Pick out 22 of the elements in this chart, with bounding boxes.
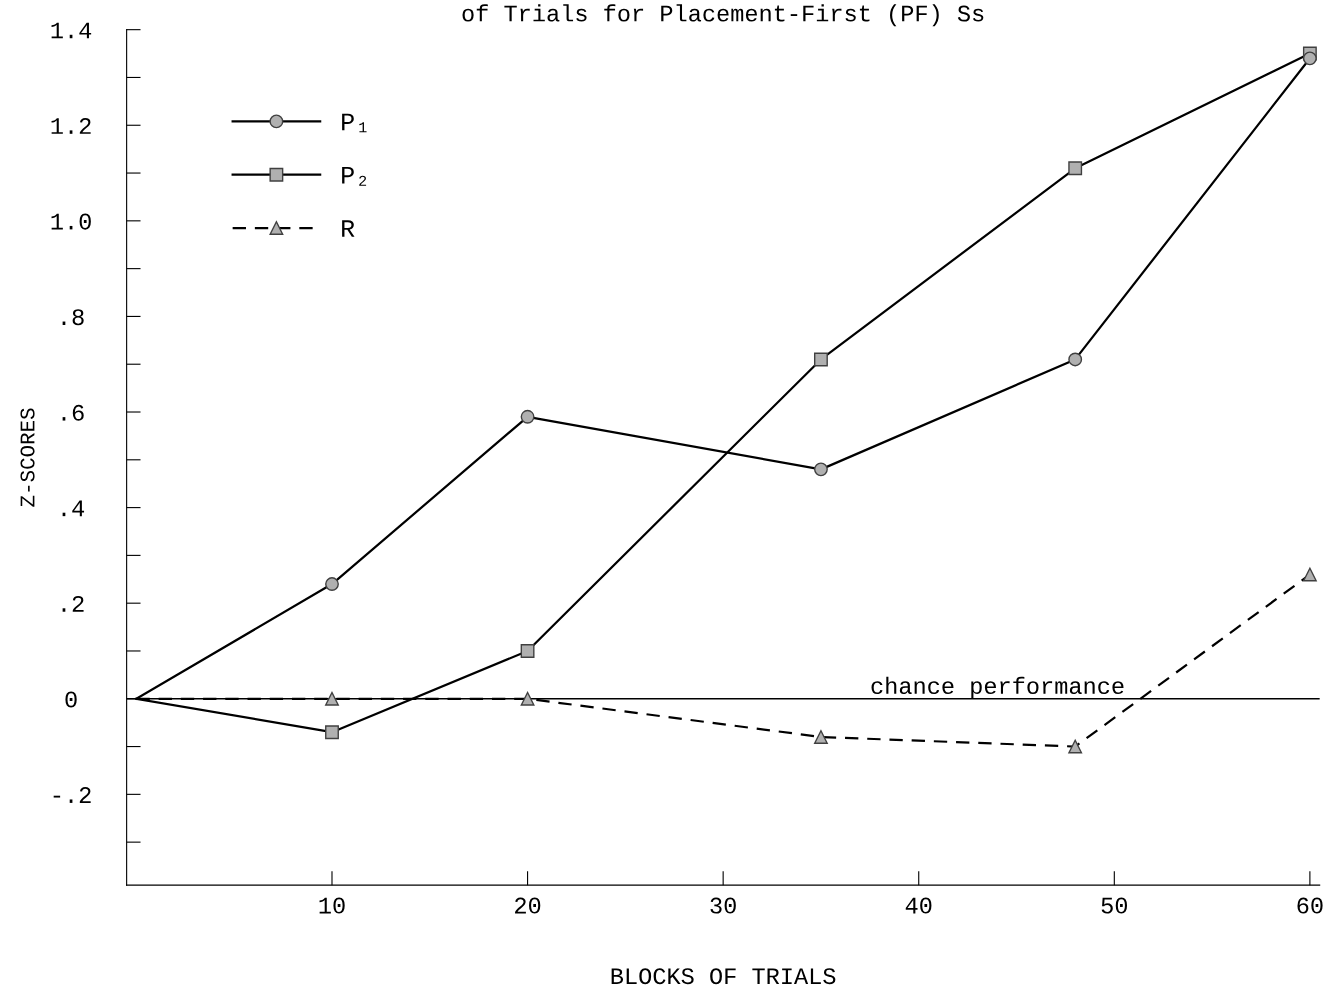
x-tick-label: 10 — [319, 897, 345, 914]
x-tick-label: 50 — [1101, 897, 1128, 914]
y-tick-label: .2 — [62, 595, 84, 612]
y-tick-label: 1.0 — [51, 213, 91, 230]
y-axis-title: Z-SCORES — [20, 408, 35, 507]
y-tick-label: 1.2 — [51, 118, 91, 134]
y-tick-label: -.2 — [53, 787, 91, 803]
y-tick-label: .4 — [62, 500, 85, 517]
y-tick-label: .6 — [62, 404, 84, 421]
ref-line-label: chance performance — [871, 676, 1124, 699]
legend-label: P₁ — [342, 113, 367, 133]
chart-title: of Trials for Placement-First (PF) Ss — [462, 4, 984, 27]
y-tick-label: 1.4 — [51, 22, 92, 39]
x-axis-title: BLOCKS OF TRIALS — [611, 968, 836, 985]
legend-label: R — [342, 220, 355, 237]
x-tick-label: 40 — [905, 897, 932, 914]
y-tick-label: .8 — [62, 309, 84, 326]
y-tick-label: 0 — [65, 691, 77, 708]
x-tick-label: 20 — [515, 897, 541, 914]
x-tick-label: 60 — [1297, 897, 1323, 914]
legend-label: P₂ — [342, 167, 367, 186]
x-tick-label: 30 — [710, 897, 736, 914]
